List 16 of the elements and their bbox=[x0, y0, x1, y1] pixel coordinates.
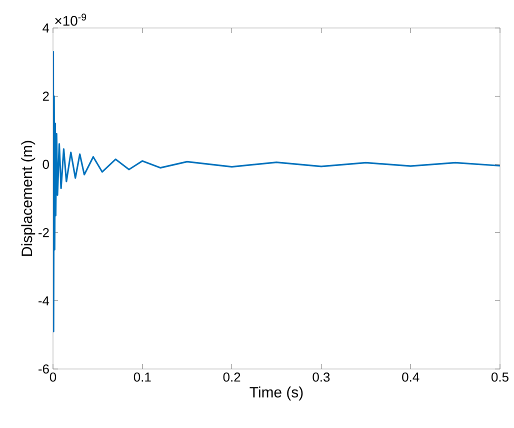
y-tick-label: 0 bbox=[42, 160, 49, 169]
line-series bbox=[53, 51, 500, 332]
x-tick-label: 0.5 bbox=[491, 372, 508, 382]
y-tick-label: 4 bbox=[42, 24, 50, 32]
y-tick-label: -6 bbox=[38, 364, 49, 374]
x-tick-label: 0.2 bbox=[223, 372, 240, 382]
x-tick-label: 0.4 bbox=[402, 372, 420, 382]
x-axis-title: Time (s) bbox=[250, 386, 303, 400]
x-tick-label: 0.1 bbox=[134, 372, 151, 382]
y-axis-title: Displacement (m) bbox=[21, 140, 36, 256]
y-tick-label: -2 bbox=[38, 228, 49, 238]
y-tick-label: 2 bbox=[42, 92, 49, 101]
x-tick-label: 0 bbox=[50, 372, 56, 382]
x-tick-label: 0.3 bbox=[312, 372, 330, 382]
text: ×10$^{-9}$ bbox=[55, 14, 86, 26]
y-tick-label: -4 bbox=[38, 296, 50, 306]
